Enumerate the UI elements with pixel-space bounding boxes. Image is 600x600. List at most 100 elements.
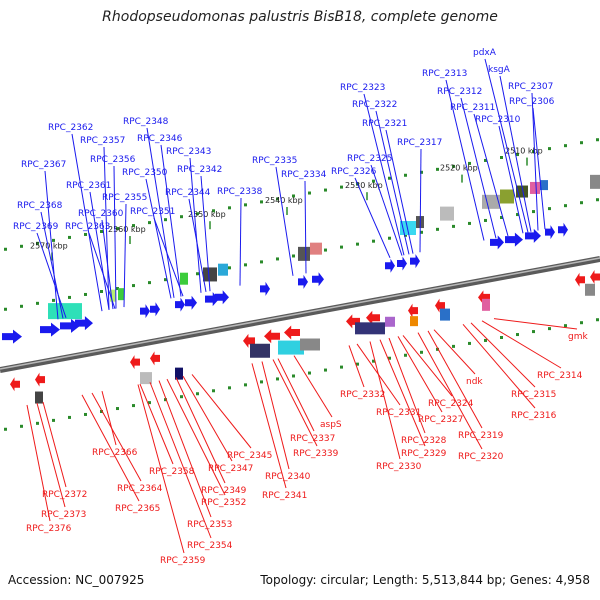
genome-summary: Topology: circular; Length: 5,513,844 bp…	[260, 573, 590, 587]
forward-gene-label: RPC_2346	[137, 134, 183, 144]
reverse-feature-box	[482, 298, 490, 311]
reverse-gene-label: RPC_2372	[42, 490, 87, 500]
reverse-gene-label: RPC_2373	[41, 510, 86, 520]
reverse-feature-box	[278, 340, 304, 355]
forward-gene-label-leader	[89, 191, 110, 310]
reverse-gene-label-leader	[137, 384, 185, 554]
accession-label: Accession: NC_007925	[8, 573, 145, 587]
forward-rail-dot	[276, 257, 279, 261]
reverse-rail-dot	[596, 318, 599, 322]
reverse-gene-label-leader	[182, 375, 233, 462]
top-scale-dot	[276, 197, 279, 201]
forward-rail-dot	[68, 295, 71, 299]
forward-gene-label: ksgA	[488, 65, 511, 75]
reverse-gene-label-leader	[369, 341, 401, 460]
top-scale-dot	[340, 185, 343, 189]
forward-gene-label-leader	[123, 203, 127, 308]
forward-rail-dot	[292, 254, 295, 258]
forward-gene-label: RPC_2313	[422, 69, 467, 79]
reverse-rail-dot	[276, 377, 279, 381]
top-scale-dot	[580, 141, 583, 145]
forward-gene-arrow	[505, 232, 523, 247]
forward-gene-label: RPC_2310	[475, 115, 521, 125]
forward-gene-label-leader	[146, 127, 175, 298]
reverse-gene-label: gmk	[568, 332, 588, 342]
forward-gene-arrow	[260, 281, 270, 296]
reverse-rail-dot	[420, 350, 423, 354]
forward-rail-dot	[52, 298, 55, 302]
forward-gene-label-leader	[532, 107, 546, 230]
reverse-gene-arrow	[264, 329, 280, 344]
forward-gene-arrow	[397, 256, 407, 271]
forward-feature-box	[218, 263, 228, 276]
forward-rail-dot	[260, 260, 263, 264]
forward-gene-label-leader	[153, 217, 184, 297]
reverse-gene-label-leader	[417, 332, 483, 450]
forward-gene-label-leader	[200, 175, 211, 292]
forward-gene-arrow	[312, 272, 324, 287]
top-scale-dot	[324, 188, 327, 192]
top-scale-dot	[20, 244, 23, 248]
forward-gene-label: RPC_2317	[397, 138, 442, 148]
reverse-gene-label: ndk	[466, 377, 483, 387]
forward-gene-label: RPC_2348	[123, 117, 169, 127]
forward-gene-label: RPC_2307	[508, 82, 553, 92]
forward-rail-dot	[132, 284, 135, 288]
reverse-gene-arrow	[590, 270, 600, 284]
forward-gene-label: RPC_2369	[13, 222, 59, 232]
reverse-rail-dot	[388, 356, 391, 360]
reverse-gene-label: RPC_2349	[201, 486, 247, 496]
forward-gene-label: RPC_2342	[177, 165, 222, 175]
top-scale-dot	[308, 191, 311, 195]
top-scale-dot	[564, 144, 567, 148]
scale-label: 2570 kbp	[30, 241, 68, 250]
forward-gene-label-leader	[531, 92, 539, 231]
forward-rail-dot	[84, 292, 87, 296]
reverse-feature-box	[175, 367, 183, 380]
reverse-gene-label-leader	[191, 374, 252, 449]
top-scale-dot	[68, 235, 71, 239]
forward-gene-label: RPC_2343	[166, 147, 211, 157]
reverse-gene-label-leader	[388, 337, 426, 434]
reverse-gene-label-leader	[277, 358, 315, 432]
forward-gene-label: RPC_2326	[331, 167, 377, 177]
reverse-gene-label-leader	[348, 345, 365, 388]
reverse-gene-label: RPC_2359	[160, 556, 206, 566]
forward-gene-label-leader	[304, 180, 307, 274]
forward-gene-label: RPC_2334	[281, 170, 327, 180]
reverse-rail-dot	[180, 395, 183, 399]
reverse-gene-arrow	[284, 325, 300, 340]
reverse-gene-label-leader	[26, 404, 51, 522]
scale-label: 2530 kbp	[345, 181, 383, 190]
forward-feature-box	[310, 242, 322, 255]
reverse-rail-dot	[372, 359, 375, 363]
forward-rail-dot	[420, 230, 423, 234]
forward-gene-arrow	[75, 316, 93, 331]
forward-gene-label: pdxA	[473, 48, 497, 58]
forward-gene-arrow	[140, 304, 150, 319]
top-scale-dot	[100, 230, 103, 233]
top-scale-dot	[228, 206, 231, 210]
forward-rail-dot	[452, 224, 455, 228]
forward-gene-label-leader	[71, 133, 103, 312]
reverse-gene-label: RPC_2366	[92, 448, 138, 458]
forward-rail-dot	[116, 287, 119, 291]
reverse-rail-dot	[212, 389, 215, 393]
reverse-gene-arrow	[408, 303, 418, 318]
reverse-gene-label: RPC_2340	[265, 472, 311, 482]
top-scale-dot	[164, 218, 167, 222]
forward-rail-dot	[100, 290, 103, 293]
top-scale-dot	[196, 212, 199, 216]
reverse-gene-label: RPC_2328	[401, 436, 447, 446]
forward-feature-box	[203, 267, 217, 282]
forward-rail-dot	[356, 242, 359, 246]
forward-gene-arrow	[185, 295, 197, 310]
forward-feature-box	[530, 181, 540, 194]
forward-gene-label-leader	[375, 110, 410, 255]
forward-feature-box	[298, 246, 310, 261]
reverse-gene-label: RPC_2332	[340, 390, 385, 400]
forward-rail-dot	[372, 239, 375, 243]
forward-gene-arrow	[545, 225, 555, 240]
top-scale-dot	[404, 173, 407, 177]
reverse-gene-label: RPC_2354	[187, 541, 233, 551]
